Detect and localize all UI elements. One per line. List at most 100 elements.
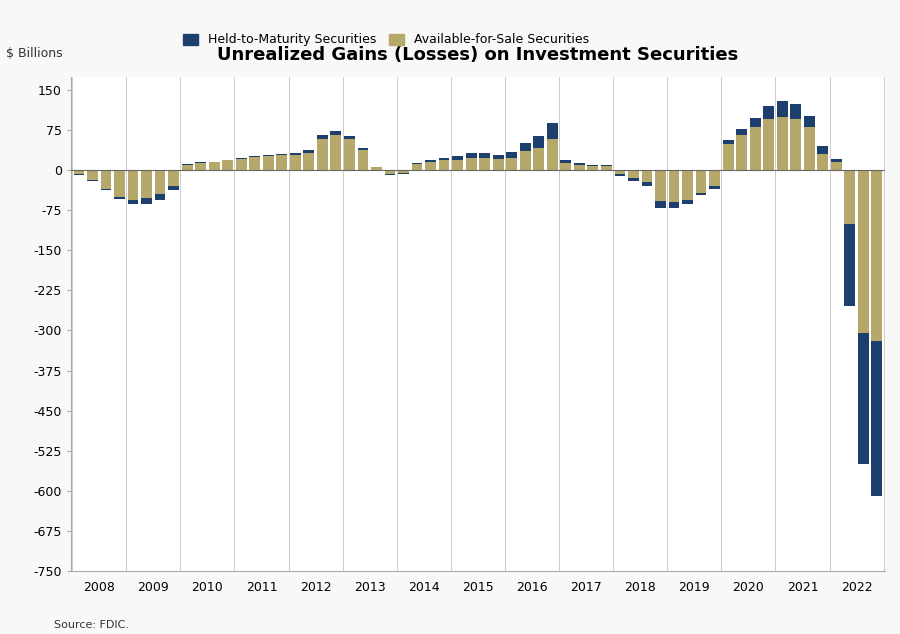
Bar xyxy=(844,224,855,306)
Bar xyxy=(858,333,868,464)
Bar xyxy=(249,157,260,170)
Bar xyxy=(804,127,814,170)
Bar xyxy=(615,170,626,174)
Bar xyxy=(290,155,301,170)
Bar xyxy=(344,139,355,170)
Bar xyxy=(236,158,247,159)
Title: Unrealized Gains (Losses) on Investment Securities: Unrealized Gains (Losses) on Investment … xyxy=(217,46,739,64)
Bar xyxy=(831,159,842,170)
Bar xyxy=(790,119,801,170)
Bar xyxy=(357,148,368,150)
Legend: Held-to-Maturity Securities, Available-for-Sale Securities: Held-to-Maturity Securities, Available-f… xyxy=(183,34,589,46)
Bar xyxy=(141,170,152,198)
Bar xyxy=(682,170,693,200)
Bar xyxy=(520,152,531,170)
Bar xyxy=(276,155,287,170)
Bar xyxy=(317,136,328,139)
Bar xyxy=(871,341,882,496)
Bar xyxy=(777,117,788,170)
Bar xyxy=(344,136,355,139)
Bar xyxy=(182,165,193,170)
Bar xyxy=(628,178,639,181)
Bar xyxy=(384,174,395,176)
Bar xyxy=(750,127,760,170)
Bar xyxy=(588,165,598,166)
Bar xyxy=(574,163,585,165)
Bar xyxy=(425,160,436,162)
Bar xyxy=(844,170,855,224)
Bar xyxy=(831,159,842,162)
Bar xyxy=(209,162,220,170)
Bar xyxy=(763,106,774,119)
Bar xyxy=(790,105,801,119)
Bar xyxy=(628,170,639,178)
Bar xyxy=(547,123,558,139)
Bar xyxy=(398,173,409,174)
Bar xyxy=(465,158,476,170)
Bar xyxy=(168,186,179,190)
Bar xyxy=(655,201,666,207)
Bar xyxy=(682,200,693,204)
Bar xyxy=(709,170,720,186)
Bar xyxy=(763,119,774,170)
Bar xyxy=(330,131,341,136)
Bar xyxy=(534,148,544,170)
Bar xyxy=(669,202,680,207)
Bar xyxy=(858,170,868,333)
Bar xyxy=(371,167,382,170)
Bar xyxy=(114,197,125,199)
Bar xyxy=(276,153,287,155)
Bar xyxy=(561,163,572,170)
Bar xyxy=(290,153,301,155)
Bar xyxy=(168,170,179,186)
Bar xyxy=(520,143,531,152)
Bar xyxy=(141,198,152,204)
Bar xyxy=(452,156,463,160)
Bar xyxy=(263,156,274,170)
Bar xyxy=(736,136,747,170)
Bar xyxy=(709,186,720,189)
Bar xyxy=(871,170,882,341)
Bar xyxy=(101,189,112,190)
Bar xyxy=(263,155,274,156)
Bar xyxy=(303,153,314,170)
Bar xyxy=(507,152,517,158)
Bar xyxy=(303,150,314,153)
Bar xyxy=(195,163,206,170)
Bar xyxy=(547,139,558,170)
Bar xyxy=(452,160,463,170)
Bar xyxy=(507,158,517,170)
Bar xyxy=(155,170,166,194)
Bar xyxy=(723,145,734,170)
Bar xyxy=(493,155,504,159)
Bar xyxy=(87,170,98,179)
Bar xyxy=(777,101,788,117)
Bar xyxy=(601,166,612,170)
Bar xyxy=(101,170,112,189)
Bar xyxy=(669,170,680,202)
Bar xyxy=(74,170,85,174)
Bar xyxy=(723,140,734,145)
Bar xyxy=(804,115,814,127)
Bar xyxy=(438,158,449,160)
Bar xyxy=(398,170,409,173)
Bar xyxy=(465,153,476,158)
Bar xyxy=(574,165,585,170)
Bar xyxy=(384,170,395,174)
Bar xyxy=(588,166,598,170)
Bar xyxy=(696,193,706,195)
Bar xyxy=(817,146,828,154)
Bar xyxy=(493,159,504,170)
Bar xyxy=(128,200,139,204)
Bar xyxy=(222,160,233,170)
Bar xyxy=(642,182,652,186)
Bar xyxy=(480,153,491,158)
Bar xyxy=(480,158,491,170)
Bar xyxy=(357,150,368,170)
Bar xyxy=(411,164,422,170)
Bar xyxy=(696,170,706,193)
Bar xyxy=(750,118,760,127)
Bar xyxy=(817,154,828,170)
Bar xyxy=(615,174,626,176)
Bar xyxy=(236,159,247,170)
